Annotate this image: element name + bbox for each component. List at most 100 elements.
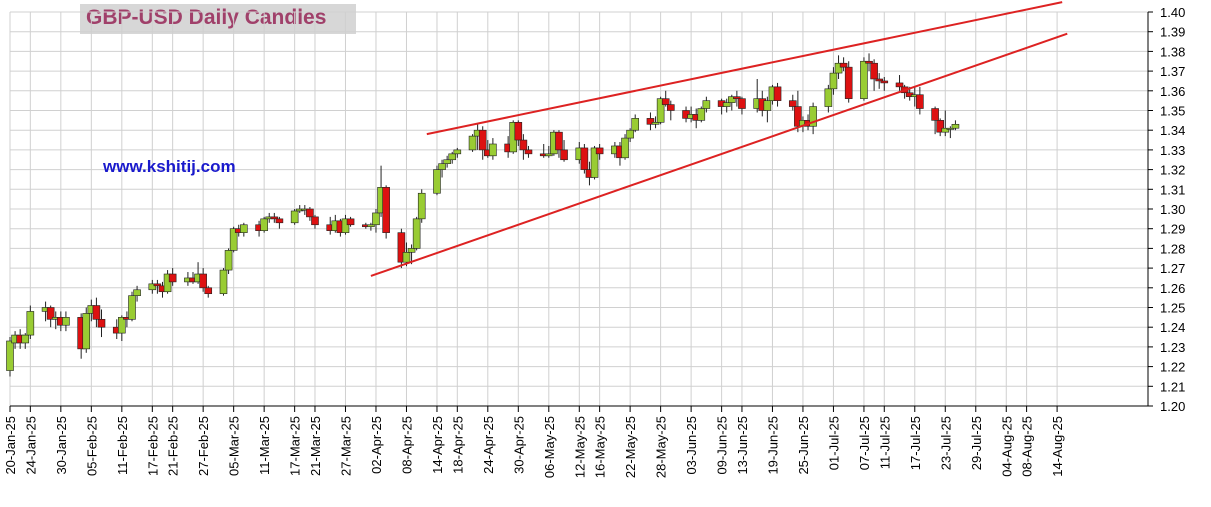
x-tick-label: 12-May-25 <box>572 416 587 478</box>
candle-up <box>438 163 446 170</box>
x-tick-label: 17-Mar-25 <box>288 416 303 476</box>
grid <box>9 11 1148 407</box>
candle-up <box>727 96 736 103</box>
candle-down <box>661 98 670 105</box>
candle-up <box>82 313 91 350</box>
candle-down <box>773 86 782 101</box>
x-tick-label: 11-Feb-25 <box>115 416 130 475</box>
x-tick-label: 01-Jul-25 <box>826 416 841 470</box>
x-tick-label: 08-Apr-25 <box>399 416 414 474</box>
candles <box>6 53 960 377</box>
x-tick-label: 07-Jul-25 <box>857 416 872 470</box>
candle-up <box>240 224 248 233</box>
candle-up <box>443 159 451 164</box>
x-tick-label: 24-Apr-25 <box>481 416 496 474</box>
candle-up <box>6 340 14 371</box>
candle-up <box>763 100 772 111</box>
candle-up <box>809 106 817 127</box>
x-tick-label: 21-Mar-25 <box>308 416 323 476</box>
candle-down <box>794 106 802 127</box>
candle-down <box>199 273 207 289</box>
candle-down <box>880 80 889 84</box>
y-tick-label: 1.31 <box>1160 182 1185 197</box>
candle-up <box>702 100 711 109</box>
candle-down <box>275 218 284 224</box>
x-tick-label: 09-Jun-25 <box>715 416 730 475</box>
candle-up <box>417 192 426 220</box>
x-tick-label: 14-Apr-25 <box>430 416 445 474</box>
x-tick-label: 23-Jul-25 <box>938 416 953 470</box>
y-tick-label: 1.38 <box>1160 44 1185 59</box>
candle-down <box>478 129 487 151</box>
candle-up <box>133 289 141 296</box>
candle-down <box>865 60 873 64</box>
x-tick-label: 11-Jul-25 <box>877 416 892 469</box>
x-axis-labels: 20-Jan-25 24-Jan-25 30-Jan-25 05-Feb-25 11-F… <box>3 416 1065 478</box>
candle-down <box>97 319 106 328</box>
watermark: www.kshitij.com <box>103 157 236 176</box>
candle-up <box>489 143 497 157</box>
x-tick-label: 11-Mar-25 <box>257 416 272 475</box>
candle-up <box>118 317 126 334</box>
y-tick-label: 1.23 <box>1160 340 1185 355</box>
candle-up <box>219 269 228 295</box>
y-tick-label: 1.40 <box>1160 5 1185 20</box>
candle-down <box>870 62 878 80</box>
candle-up <box>824 88 833 107</box>
candle-down <box>916 94 924 109</box>
candle-up <box>290 210 299 224</box>
x-tick-label: 17-Jul-25 <box>908 416 923 470</box>
candle-up <box>722 102 731 107</box>
x-tick-label: 28-May-25 <box>654 416 669 478</box>
y-tick-label: 1.21 <box>1160 379 1185 394</box>
candle-down <box>168 273 177 283</box>
candle-up <box>829 72 838 90</box>
candle-up <box>860 60 868 99</box>
x-tick-label: 29-Jul-25 <box>969 416 984 470</box>
x-tick-label: 30-Apr-25 <box>511 416 526 474</box>
candle-down <box>204 287 213 295</box>
candle-down <box>844 66 853 99</box>
candle-up <box>229 228 238 251</box>
x-tick-label: 27-Mar-25 <box>338 416 353 476</box>
candle-down <box>519 139 528 151</box>
x-tick-label: 27-Feb-25 <box>196 416 211 476</box>
candle-up <box>372 212 380 226</box>
candle-down <box>875 78 883 82</box>
candle-up <box>148 283 157 291</box>
x-tick-label: 08-Aug-25 <box>1020 416 1035 477</box>
candle-up <box>26 311 35 336</box>
y-tick-label: 1.36 <box>1160 84 1185 99</box>
x-tick-label: 20-Jan-25 <box>3 416 18 475</box>
candle-down <box>936 120 944 133</box>
candle-up <box>946 127 955 130</box>
candle-up <box>951 123 960 129</box>
x-tick-label: 06-May-25 <box>542 416 557 478</box>
candle-down <box>92 305 101 320</box>
candle-down <box>595 147 604 155</box>
y-tick-label: 1.35 <box>1160 104 1185 119</box>
candle-down <box>895 82 904 88</box>
candle-up <box>260 218 268 231</box>
candle-up <box>544 153 553 157</box>
x-tick-label: 05-Feb-25 <box>84 416 99 476</box>
candle-down <box>733 96 741 99</box>
candle-down <box>514 122 523 141</box>
candle-down <box>346 218 355 226</box>
axes <box>9 11 1153 412</box>
y-tick-label: 1.29 <box>1160 222 1185 237</box>
x-tick-label: 04-Aug-25 <box>999 416 1014 477</box>
x-tick-label: 03-Jun-25 <box>684 416 699 475</box>
candle-up <box>651 122 660 125</box>
x-tick-label: 14-Aug-25 <box>1050 416 1065 477</box>
candle-up <box>468 135 477 151</box>
y-tick-label: 1.37 <box>1160 64 1185 79</box>
candle-up <box>621 137 629 159</box>
candle-up <box>62 317 70 326</box>
candle-down <box>153 283 162 287</box>
x-tick-label: 30-Jan-25 <box>54 416 69 475</box>
x-tick-label: 05-Mar-25 <box>227 416 242 476</box>
x-tick-label: 21-Feb-25 <box>166 416 181 476</box>
candle-down <box>555 131 563 151</box>
candle-down <box>560 149 568 161</box>
